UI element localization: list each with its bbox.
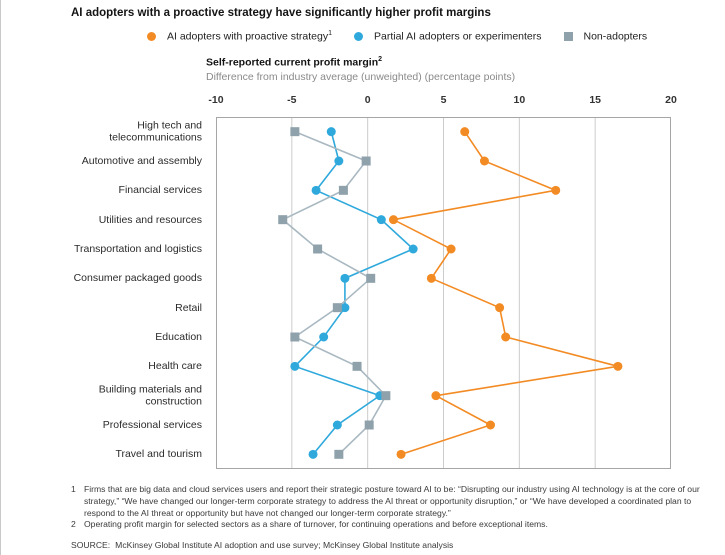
data-point [334,156,344,166]
category-label: Consumer packaged goods [73,272,202,285]
x-axis: -10 -5 0 5 10 15 20 [208,94,676,107]
footnote-text: Firms that are big data and cloud servic… [84,484,700,518]
legend-marker-icon [147,31,156,41]
category-label: Education [155,330,202,343]
footnote-text: Operating profit margin for selected sec… [84,519,548,530]
data-point [366,273,376,283]
data-point [479,156,489,166]
category-label: Automotive and assembly [81,154,202,167]
category-label: Transportation and logistics [73,242,202,255]
data-point [290,127,300,137]
data-point [278,215,288,225]
legend-item: AI adopters with proactive strategy1 [147,30,332,43]
plot-border [216,117,671,469]
plot-area [216,117,671,469]
category-label: Utilities and resources [98,213,202,226]
x-axis-tick-label: 5 [440,94,447,106]
chart-title-superscript: 2 [378,56,383,63]
data-point [311,185,321,195]
data-point [308,449,318,459]
x-axis-tick-label: 15 [589,94,601,106]
data-point [408,244,418,254]
profit-margin-chart [216,117,671,469]
footnote: 2 Operating profit margin for selected s… [71,519,703,531]
footnote-number: 1 [71,484,76,494]
data-point [364,420,374,430]
category-label: Financial services [118,184,202,197]
x-axis-tick-label: 20 [665,94,677,106]
chart-header: Self-reported current profit margin2 Dif… [206,56,515,83]
data-point [326,127,336,137]
data-point [361,156,371,166]
category-label: Building materials and construction [98,383,202,408]
data-point [319,332,329,342]
data-point [495,303,505,313]
footnote: 1 Firms that are big data and cloud serv… [71,484,703,519]
category-label: Travel and tourism [115,448,202,461]
data-point [352,361,362,371]
data-point [388,215,398,225]
series-line-circle-1 [293,131,415,455]
data-point [332,303,342,313]
data-point [290,361,300,371]
source-text: McKinsey Global Institute AI adoption an… [115,540,454,550]
x-axis-tick-label: -5 [287,94,297,106]
category-label: Professional services [102,418,202,431]
data-point [460,127,470,137]
footnote-number: 2 [71,519,76,530]
data-point [431,391,441,401]
series-line-circle-0 [390,131,619,456]
data-point [396,449,406,459]
data-point [290,332,300,342]
data-point [486,420,496,430]
x-axis-tick-label: -10 [208,94,224,106]
data-point [340,303,350,313]
source-line: SOURCE: McKinsey Global Institute AI adop… [71,540,453,550]
data-point [332,420,342,430]
data-point [551,185,561,195]
data-point [501,332,511,342]
chart-subtitle: Difference from industry average (unweig… [206,70,516,83]
data-point [376,215,386,225]
source-label: SOURCE: [71,540,111,550]
legend-item: Non-adopters [563,30,647,43]
data-point [338,185,348,195]
legend-item: Partial AI adopters or experimenters [354,30,542,43]
series-line-square-2 [281,130,387,455]
x-axis-tick-label: 0 [364,94,371,106]
legend: AI adopters with proactive strategy1 Par… [147,30,647,43]
x-axis-tick-label: 10 [513,94,526,106]
data-point [446,244,456,254]
category-label: Health care [148,360,202,373]
legend-marker-icon [354,31,363,41]
data-point [426,273,436,283]
data-point [613,361,623,371]
category-label: High tech and telecommunications [109,119,202,144]
data-point [381,391,391,401]
page-title: AI adopters with a proactive strategy ha… [71,7,491,19]
legend-marker-icon [563,31,573,41]
data-point [313,244,323,254]
footnotes: 1 Firms that are big data and cloud serv… [71,484,703,531]
data-point [334,449,344,459]
chart-title: Self-reported current profit margin2 [206,56,383,69]
category-label: Retail [175,301,202,314]
data-point [340,273,350,283]
category-axis: High tech and telecommunications Automot… [1,117,208,469]
